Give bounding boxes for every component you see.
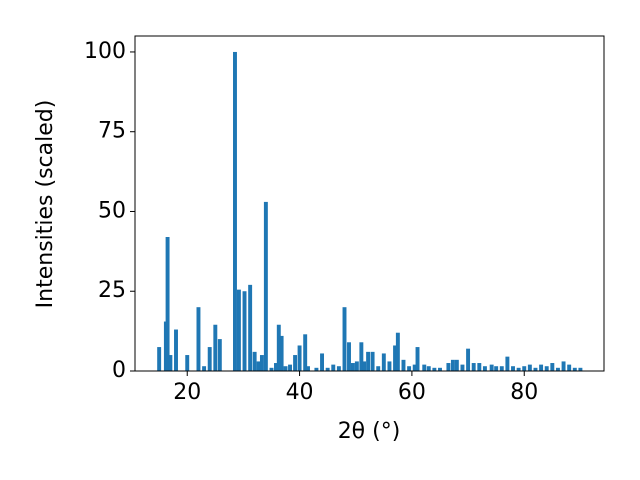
bar [185, 355, 190, 371]
bar [567, 364, 572, 371]
bar [314, 367, 319, 371]
bar [578, 367, 583, 371]
bar [202, 366, 207, 371]
bar [213, 324, 218, 371]
bar [381, 353, 386, 371]
bar [393, 345, 398, 371]
bar [276, 324, 281, 371]
bar [279, 335, 284, 371]
bar [432, 367, 437, 371]
bar [561, 361, 566, 371]
bar [196, 307, 201, 371]
y-tick-label: 100 [84, 39, 126, 64]
bar [438, 367, 442, 371]
bar [516, 367, 521, 371]
bar [550, 363, 555, 371]
bar [401, 359, 406, 371]
bar [347, 342, 351, 371]
bar [395, 332, 400, 371]
bar [511, 366, 515, 371]
bar [259, 355, 264, 371]
bar [269, 367, 274, 371]
bar [454, 359, 459, 371]
bar [236, 289, 241, 371]
bar [489, 364, 494, 371]
bar [376, 366, 381, 371]
bar [555, 367, 560, 371]
bar [533, 367, 538, 371]
y-tick-label: 25 [98, 278, 126, 303]
bar [426, 366, 431, 371]
bar [460, 364, 465, 371]
bar [342, 307, 347, 371]
bar [157, 347, 162, 371]
bar [336, 366, 341, 371]
bar [242, 291, 247, 371]
bar [499, 366, 504, 371]
bar [165, 237, 170, 371]
bar [539, 364, 544, 371]
bar [274, 363, 278, 371]
bar [471, 363, 476, 371]
bar [482, 366, 487, 371]
bar [387, 361, 392, 371]
bar [359, 342, 364, 371]
bar [263, 201, 268, 371]
bar [450, 359, 455, 371]
bar [233, 51, 237, 371]
plot-frame [134, 35, 605, 372]
bar [331, 364, 336, 371]
bar [477, 363, 482, 371]
y-tick-label: 50 [98, 198, 126, 223]
bar [325, 367, 330, 371]
bar [446, 363, 451, 371]
bar [572, 367, 577, 371]
x-tick-label: 40 [286, 380, 314, 405]
bar [466, 348, 471, 371]
bar [217, 339, 222, 371]
bar [207, 347, 212, 371]
x-tick-label: 80 [510, 380, 538, 405]
bar [248, 284, 253, 371]
bar [283, 366, 288, 371]
y-tick-label: 0 [112, 358, 126, 383]
bar [303, 334, 308, 371]
bar [293, 355, 298, 371]
bar [527, 364, 532, 371]
bar [256, 361, 261, 371]
bar [320, 353, 325, 371]
y-tick-label: 75 [98, 119, 126, 144]
y-axis-label: Intensities (scaled) [33, 100, 58, 309]
bar [288, 364, 292, 371]
bar [370, 351, 375, 371]
x-tick-label: 20 [173, 380, 201, 405]
bar [544, 366, 549, 371]
bar [297, 345, 302, 371]
bar [522, 366, 527, 371]
bar [174, 329, 178, 371]
bar [306, 366, 310, 371]
bar [350, 363, 355, 371]
bar [415, 347, 420, 371]
bar [407, 366, 412, 371]
bar [168, 355, 173, 371]
bar [505, 356, 510, 371]
bar [252, 351, 257, 371]
bar [422, 364, 427, 371]
bar [494, 366, 499, 371]
x-axis-label: 2θ (°) [338, 419, 401, 444]
bar [354, 361, 359, 371]
bar [412, 364, 417, 371]
x-tick-label: 60 [398, 380, 426, 405]
bar [366, 351, 371, 371]
bar [362, 361, 367, 371]
